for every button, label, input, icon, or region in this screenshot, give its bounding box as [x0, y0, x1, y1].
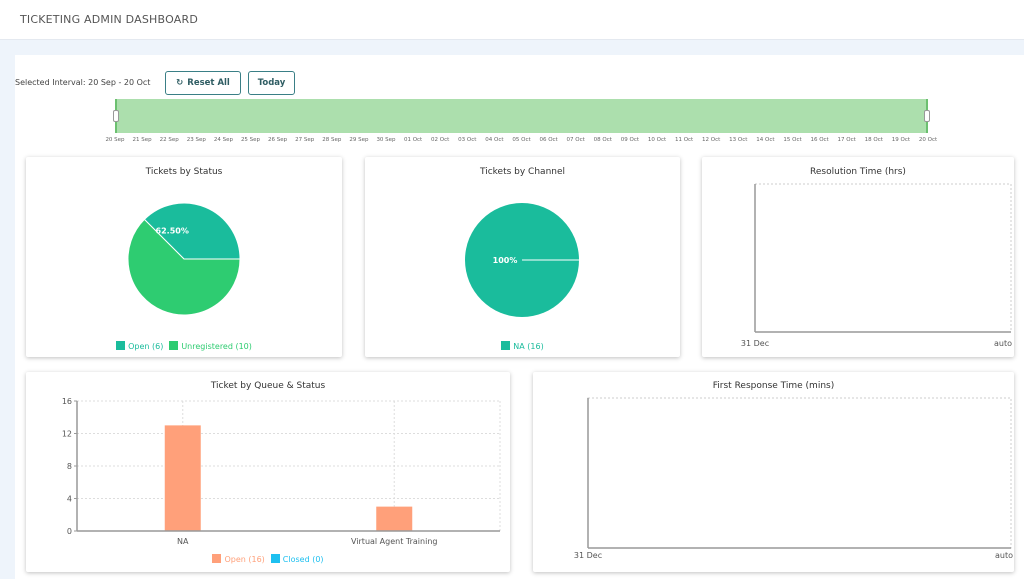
date-tick-label: 23 Sep [186, 137, 206, 143]
plot-area [754, 183, 1012, 333]
refresh-icon: ↻ [176, 78, 184, 88]
selected-interval: Selected Interval: 20 Sep - 20 Oct [15, 78, 151, 87]
tickets-by-channel-card: Tickets by Channel 100% NA (16) [365, 157, 680, 357]
reset-all-button[interactable]: ↻ Reset All [165, 71, 241, 95]
y-tick-label: 0 [67, 527, 72, 536]
date-tick-label: 09 Oct [620, 137, 640, 143]
date-tick-label: 22 Sep [159, 137, 179, 143]
date-tick-label: 06 Oct [539, 137, 558, 143]
slice-label: 100% [493, 256, 518, 265]
chart-title: Tickets by Status [145, 167, 223, 177]
date-tick-label: 03 Oct [458, 137, 477, 143]
plot-area [587, 397, 1012, 549]
queue-bar-chart: 0 4 8 12 16 NA Virtual Agent Training [62, 397, 501, 546]
legend-open[interactable]: Open (16) [212, 554, 265, 564]
resolution-time-chart: 31 Dec auto [741, 183, 1012, 348]
x-tick-label: 31 Dec [574, 551, 602, 560]
y-tick-label: 16 [62, 397, 72, 406]
page-title: TICKETING ADMIN DASHBOARD [20, 13, 198, 26]
y-tick-label: 8 [67, 462, 72, 471]
legend-unregistered[interactable]: Unregistered (10) [169, 341, 252, 351]
pie-slice [143, 202, 241, 260]
date-tick-label: 28 Sep [322, 137, 342, 143]
chart-title: First Response Time (mins) [712, 381, 835, 391]
date-tick-label: 29 Sep [349, 137, 369, 143]
date-tick-label: 20 Sep [105, 137, 125, 143]
date-tick-label: 21 Sep [132, 137, 152, 143]
tickets-by-status-card: Tickets by Status 37.50%62.50% Open (6) … [26, 157, 342, 357]
date-tick-label: 30 Sep [376, 137, 396, 143]
date-tick-label: 07 Oct [566, 137, 585, 143]
date-range-slider[interactable] [113, 99, 930, 133]
status-pie-chart: 37.50%62.50% [127, 202, 241, 316]
date-tick-label: 19 Oct [891, 137, 911, 143]
x-tick-label: auto [994, 339, 1012, 348]
slice-label: 62.50% [156, 227, 189, 236]
range-end-handle[interactable] [924, 110, 930, 122]
x-tick-label: auto [995, 551, 1013, 560]
chart-title: Ticket by Queue & Status [210, 381, 326, 391]
pie-slice [127, 218, 241, 316]
date-tick-label: 12 Oct [702, 137, 721, 143]
chart-title: Tickets by Channel [479, 167, 566, 177]
y-tick-label: 12 [62, 430, 72, 439]
date-tick-label: 11 Oct [674, 137, 694, 143]
bar-open [164, 425, 201, 531]
x-tick-label: Virtual Agent Training [351, 537, 437, 546]
date-tick-label: 20 Oct [918, 137, 938, 143]
date-tick-label: 02 Oct [431, 137, 450, 143]
date-tick-label: 15 Oct [783, 137, 802, 143]
first-response-chart: 31 Dec auto [574, 397, 1013, 560]
range-start-handle[interactable] [113, 110, 119, 122]
date-tick-label: 13 Oct [729, 137, 748, 143]
chart-legend: NA (16) [365, 341, 680, 351]
y-tick-label: 4 [67, 495, 72, 504]
app-header: TICKETING ADMIN DASHBOARD [0, 0, 1024, 40]
chart-legend: Open (6) Unregistered (10) [26, 341, 342, 351]
bar-open [376, 506, 413, 531]
channel-pie-chart: 100% [465, 203, 579, 317]
x-tick-label: 31 Dec [741, 339, 769, 348]
ticket-by-queue-card: Ticket by Queue & Status 0 4 8 12 16 NA Virtua… [26, 372, 510, 572]
date-tick-label: 04 Oct [485, 137, 504, 143]
chart-title: Resolution Time (hrs) [810, 167, 906, 177]
today-button[interactable]: Today [248, 71, 295, 95]
date-tick-label: 18 Oct [864, 137, 883, 143]
first-response-time-card: First Response Time (mins) 31 Dec auto [533, 372, 1014, 572]
date-tick-label: 01 Oct [403, 137, 423, 143]
date-tick-label: 16 Oct [810, 137, 829, 143]
legend-na[interactable]: NA (16) [501, 341, 544, 351]
date-tick-label: 05 Oct [512, 137, 531, 143]
date-tick-label: 27 Sep [295, 137, 315, 143]
date-tick-label: 26 Sep [268, 137, 288, 143]
x-tick-label: NA [177, 537, 189, 546]
date-tick-label: 24 Sep [213, 137, 233, 143]
date-tick-label: 25 Sep [240, 137, 261, 143]
chart-legend: Open (16) Closed (0) [26, 554, 510, 564]
date-tick-label: 10 Oct [647, 137, 667, 143]
date-tick-label: 08 Oct [593, 137, 612, 143]
legend-open[interactable]: Open (6) [116, 341, 163, 351]
date-tick-label: 17 Oct [837, 137, 856, 143]
resolution-time-card: Resolution Time (hrs) 31 Dec auto [702, 157, 1014, 357]
date-tick-label: 14 Oct [756, 137, 775, 143]
date-axis: 20 Sep 21 Sep 22 Sep 23 Sep 24 Sep 25 Sep 26 S… [103, 137, 943, 147]
legend-closed[interactable]: Closed (0) [270, 554, 324, 564]
